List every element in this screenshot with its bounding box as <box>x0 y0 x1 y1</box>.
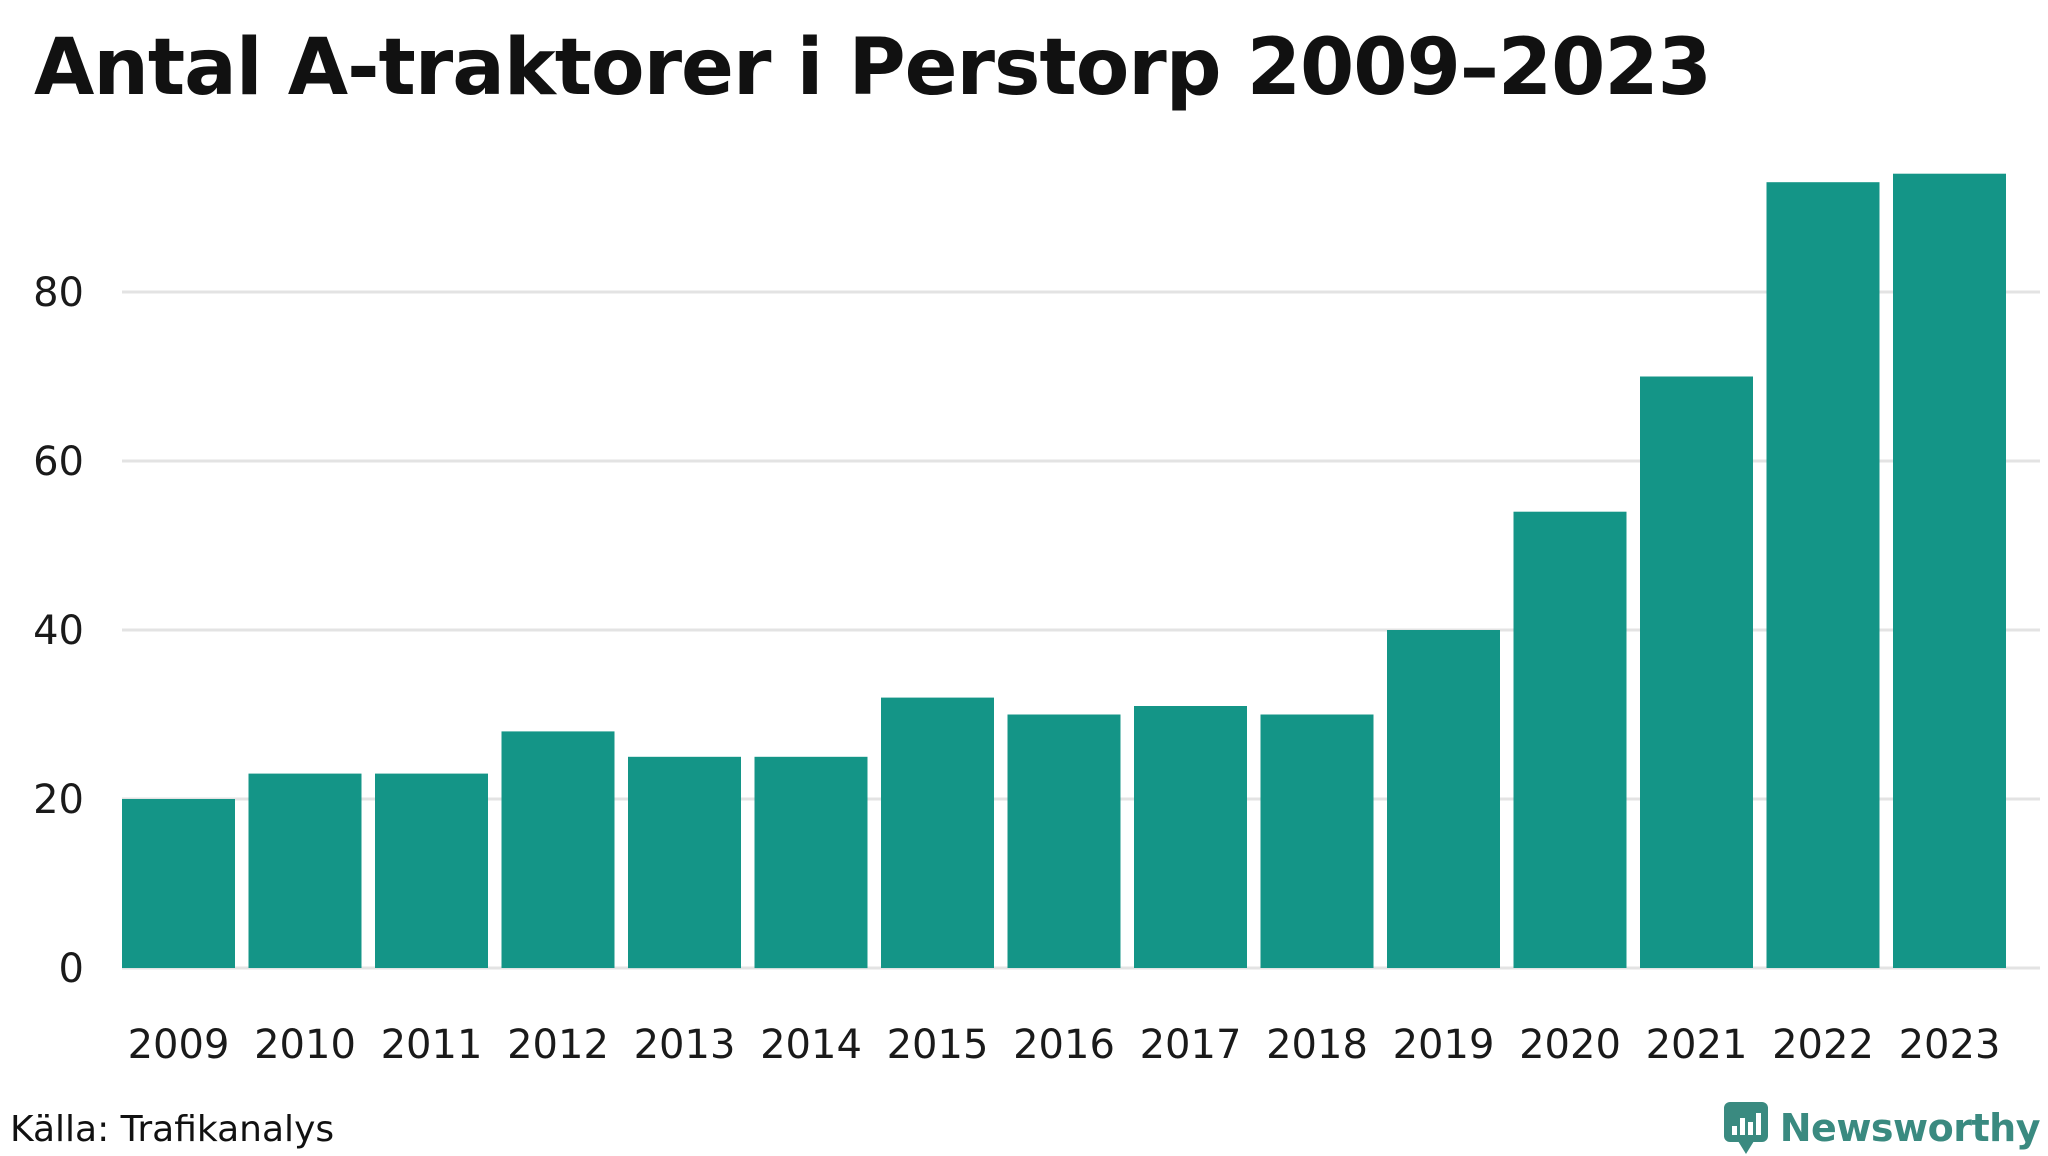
x-tick-label: 2013 <box>634 1022 736 1068</box>
newsworthy-logo-icon <box>1723 1102 1768 1154</box>
source-note: Källa: Trafikanalys <box>10 1109 335 1150</box>
bar-2009 <box>122 799 235 968</box>
bars <box>122 173 2006 969</box>
x-tick-label: 2022 <box>1772 1022 1874 1068</box>
x-axis-tick-labels: 2009 2010 2011 2012 2013 2014 2015 2016 2017 2018… <box>128 1022 2001 1068</box>
bar-2017 <box>1134 706 1247 968</box>
bar-2018 <box>1260 714 1374 968</box>
x-tick-label: 2020 <box>1519 1022 1621 1068</box>
y-tick-label: 40 <box>33 608 84 654</box>
bar-2014 <box>754 756 868 969</box>
x-tick-label: 2010 <box>254 1022 356 1068</box>
chart-title: Antal A-traktorer i Perstorp 2009–2023 <box>34 23 1712 113</box>
x-tick-label: 2011 <box>381 1022 483 1068</box>
x-tick-label: 2009 <box>128 1022 230 1068</box>
y-tick-label: 80 <box>33 270 84 316</box>
x-tick-label: 2014 <box>760 1022 862 1068</box>
bar-2021 <box>1640 376 1753 968</box>
x-tick-label: 2018 <box>1266 1022 1368 1068</box>
x-tick-label: 2016 <box>1013 1022 1115 1068</box>
bar-2010 <box>248 773 362 968</box>
bar-2022 <box>1766 182 1880 968</box>
bar-2023 <box>1893 173 2006 968</box>
y-tick-label: 0 <box>59 946 84 992</box>
bar-2012 <box>501 731 615 968</box>
x-tick-label: 2012 <box>507 1022 609 1068</box>
bar-2011 <box>375 773 488 968</box>
x-tick-label: 2017 <box>1140 1022 1242 1068</box>
x-tick-label: 2021 <box>1646 1022 1748 1068</box>
x-tick-label: 2015 <box>887 1022 989 1068</box>
bar-2016 <box>1007 714 1121 968</box>
brand-name: Newsworthy <box>1779 1106 2041 1150</box>
y-tick-label: 20 <box>33 777 84 823</box>
x-tick-label: 2023 <box>1899 1022 2001 1068</box>
y-tick-label: 60 <box>33 439 84 485</box>
bar-2019 <box>1387 630 1500 968</box>
bar-2015 <box>881 697 994 968</box>
x-tick-label: 2019 <box>1393 1022 1495 1068</box>
bar-2013 <box>628 756 741 969</box>
y-axis-tick-labels: 0 20 40 60 80 <box>33 270 84 992</box>
brand-logo: Newsworthy <box>1722 1100 2041 1156</box>
bar-2020 <box>1513 511 1627 968</box>
